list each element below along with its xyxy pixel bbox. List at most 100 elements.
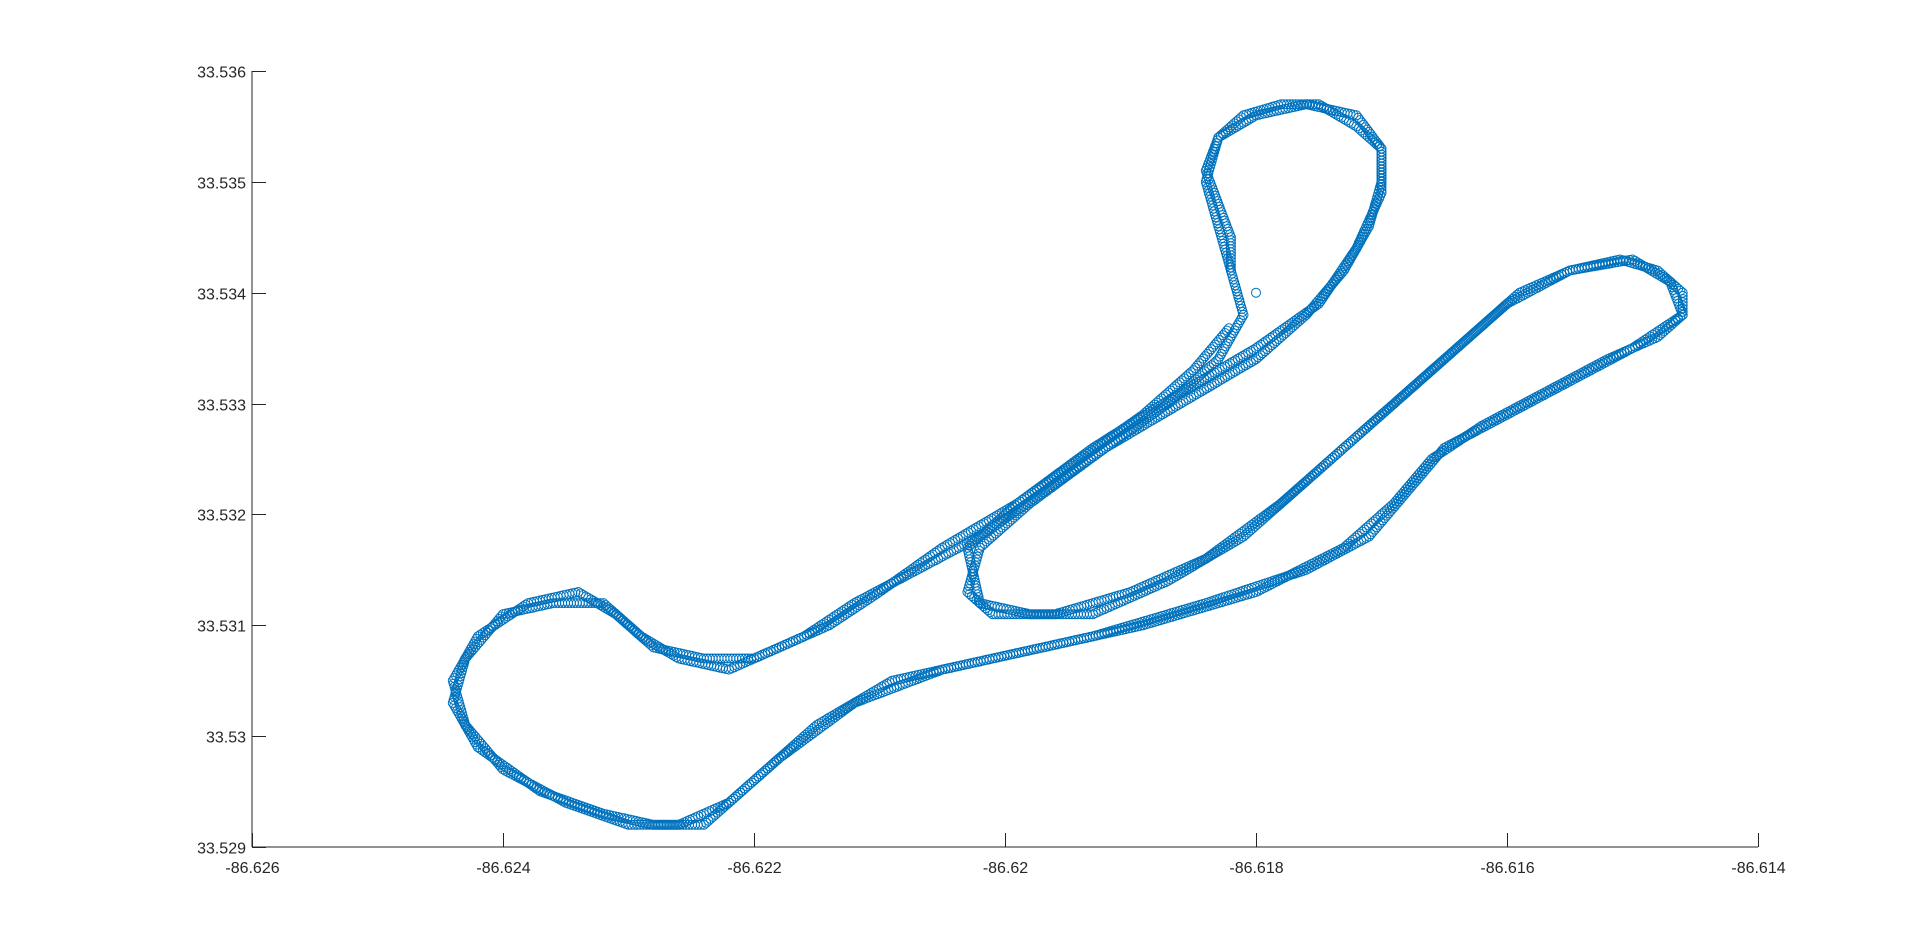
data-point xyxy=(535,786,546,797)
data-point xyxy=(1234,317,1244,328)
data-point xyxy=(1342,256,1353,266)
data-point xyxy=(1186,381,1197,392)
data-point xyxy=(1604,355,1614,366)
data-point xyxy=(1504,297,1515,308)
data-point xyxy=(1457,433,1468,444)
data-point xyxy=(646,637,657,648)
data-point xyxy=(831,615,842,626)
data-point xyxy=(1189,560,1200,571)
data-point xyxy=(1609,352,1620,363)
data-point xyxy=(1361,533,1372,543)
data-point xyxy=(1248,344,1259,355)
data-point xyxy=(1588,363,1599,374)
data-point xyxy=(1355,235,1366,246)
data-markers xyxy=(447,99,1688,830)
data-point xyxy=(1564,376,1575,387)
data-point xyxy=(862,591,873,602)
data-point xyxy=(1253,341,1264,352)
data-point xyxy=(1329,276,1340,287)
data-point xyxy=(1460,431,1471,442)
data-point xyxy=(1029,486,1040,497)
data-point xyxy=(643,635,654,646)
data-point xyxy=(1232,353,1243,364)
data-point xyxy=(839,610,850,621)
data-point xyxy=(1065,460,1076,471)
data-point xyxy=(1647,329,1658,340)
data-point xyxy=(1118,423,1129,434)
data-point xyxy=(1515,402,1526,413)
data-point xyxy=(1196,386,1207,397)
data-point xyxy=(872,588,882,599)
data-point xyxy=(521,776,532,787)
data-point xyxy=(1178,566,1189,577)
data-point xyxy=(1520,400,1531,410)
x-tick-label: -86.624 xyxy=(476,860,530,877)
data-point xyxy=(824,712,835,723)
data-point xyxy=(1499,411,1510,421)
data-point xyxy=(1645,264,1656,275)
data-point xyxy=(1546,386,1557,397)
data-point xyxy=(1642,263,1653,274)
data-point xyxy=(1207,549,1218,560)
data-point xyxy=(1655,324,1666,335)
data-point xyxy=(1525,397,1536,408)
data-point xyxy=(1364,531,1374,542)
data-point xyxy=(868,686,879,697)
x-tick-label: -86.614 xyxy=(1731,860,1785,877)
data-point xyxy=(1632,257,1643,268)
data-point xyxy=(1577,369,1588,380)
data-point xyxy=(1637,336,1648,347)
data-point xyxy=(1332,271,1343,282)
data-point xyxy=(1196,556,1207,567)
data-point xyxy=(1209,367,1220,378)
data-point xyxy=(968,524,979,535)
data-point xyxy=(598,601,609,612)
data-point xyxy=(453,708,464,719)
data-point xyxy=(459,718,470,729)
data-point xyxy=(1339,261,1350,271)
data-point xyxy=(984,515,994,526)
data-point xyxy=(1665,318,1676,329)
data-point xyxy=(485,750,495,761)
data-point xyxy=(1543,387,1554,398)
data-point xyxy=(1233,534,1244,545)
data-point xyxy=(1225,369,1235,380)
data-point xyxy=(1677,309,1688,320)
data-point xyxy=(1637,260,1648,271)
data-point xyxy=(1010,499,1020,510)
data-point xyxy=(1562,377,1573,388)
data-point xyxy=(1241,116,1251,127)
data-point xyxy=(461,721,472,732)
data-point xyxy=(1212,366,1223,377)
data-point xyxy=(1186,392,1197,403)
data-point xyxy=(945,538,955,549)
data-point xyxy=(1640,334,1651,345)
data-point xyxy=(1525,286,1536,297)
data-point xyxy=(879,680,890,691)
data-point xyxy=(1214,364,1225,375)
data-point xyxy=(1165,574,1176,585)
data-point xyxy=(1259,583,1269,593)
data-point xyxy=(1186,562,1197,573)
data-point xyxy=(1199,384,1210,395)
data-point xyxy=(841,608,852,619)
data-point xyxy=(1334,268,1345,279)
data-point xyxy=(1209,378,1220,389)
data-point xyxy=(1319,555,1330,566)
data-point xyxy=(1356,535,1367,546)
data-point xyxy=(1230,366,1241,377)
data-point xyxy=(1216,349,1227,359)
y-tick-label: 33.536 xyxy=(197,65,246,82)
data-point xyxy=(518,774,529,785)
data-point xyxy=(814,621,825,632)
data-point xyxy=(1601,357,1612,367)
data-point xyxy=(1201,383,1212,394)
data-point xyxy=(1245,357,1256,368)
data-point xyxy=(1598,358,1609,369)
data-point xyxy=(456,713,467,724)
data-point xyxy=(1533,282,1544,293)
data-point xyxy=(1227,368,1238,378)
data-point xyxy=(1245,346,1256,357)
data-point xyxy=(1675,311,1686,322)
axes xyxy=(251,71,1758,848)
